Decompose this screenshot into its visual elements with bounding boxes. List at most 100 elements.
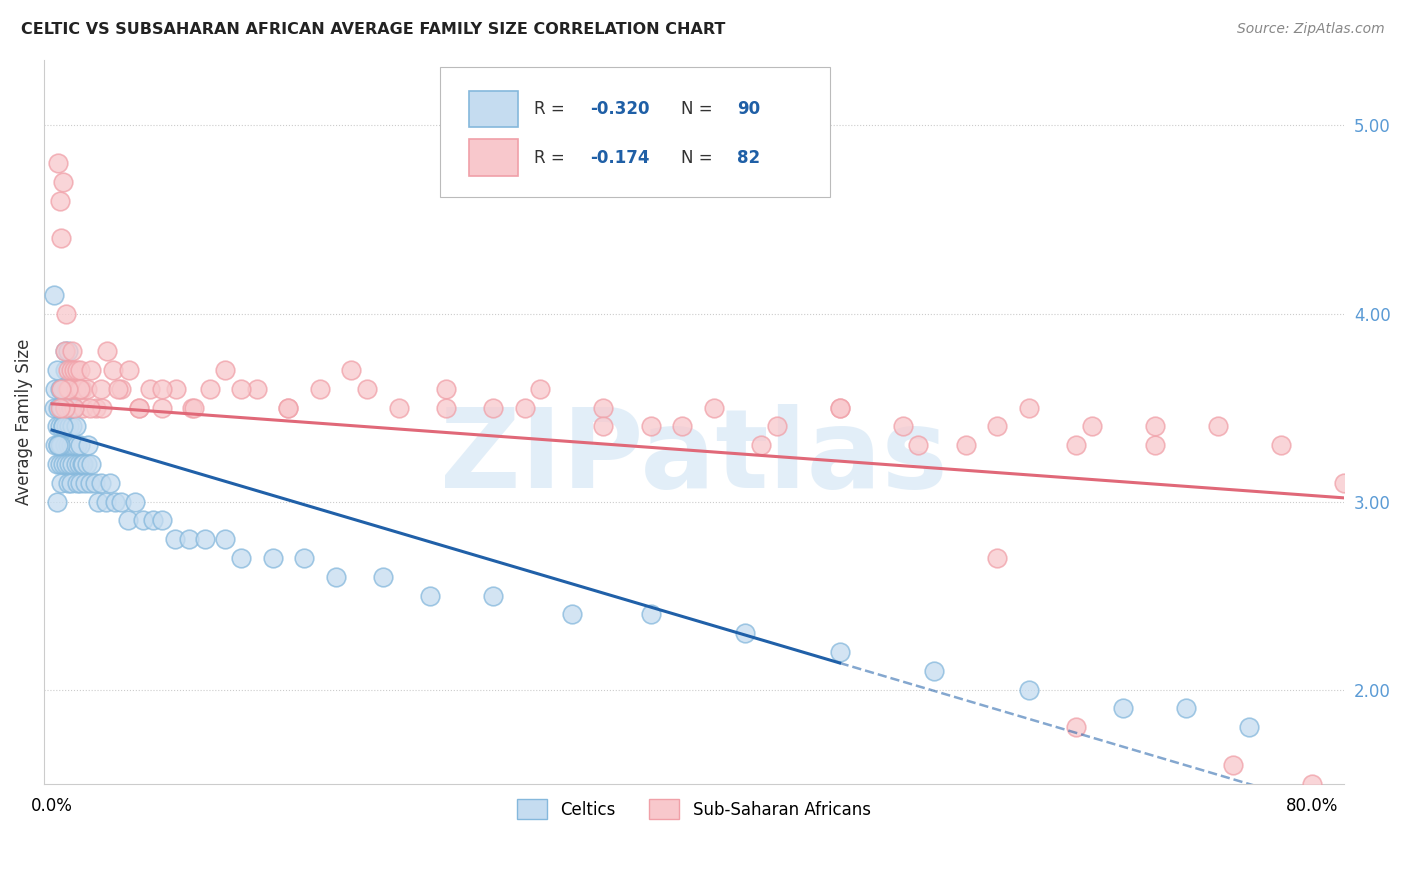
Point <box>107 382 129 396</box>
Point <box>62 457 84 471</box>
Point <box>44 382 66 396</box>
Point <box>1333 475 1355 490</box>
Point <box>52 419 75 434</box>
Point <box>65 457 87 471</box>
Point <box>117 513 139 527</box>
Point <box>55 382 77 396</box>
Point <box>69 382 91 396</box>
FancyBboxPatch shape <box>440 67 831 197</box>
Point <box>955 438 977 452</box>
Point <box>1301 777 1323 791</box>
Point <box>46 156 69 170</box>
Point <box>56 401 79 415</box>
Point <box>45 419 67 434</box>
Point <box>96 344 118 359</box>
Point <box>62 344 84 359</box>
Text: Source: ZipAtlas.com: Source: ZipAtlas.com <box>1237 22 1385 37</box>
Point <box>52 457 75 471</box>
Point <box>65 382 87 396</box>
Point <box>53 363 76 377</box>
Point <box>1064 438 1087 452</box>
Point <box>46 438 69 452</box>
Point <box>1018 401 1040 415</box>
Point <box>51 401 73 415</box>
Point <box>66 363 89 377</box>
Text: R =: R = <box>534 148 569 167</box>
Point <box>98 475 121 490</box>
Point <box>58 419 80 434</box>
Point <box>132 513 155 527</box>
Point <box>181 401 204 415</box>
Point <box>828 645 851 659</box>
Point <box>891 419 914 434</box>
Point <box>142 513 165 527</box>
Point <box>51 382 73 396</box>
Point <box>59 363 82 377</box>
Point <box>80 363 103 377</box>
Point <box>482 401 505 415</box>
Point <box>91 401 114 415</box>
Point <box>69 363 91 377</box>
Point <box>828 401 851 415</box>
Point <box>79 401 101 415</box>
Point <box>59 401 82 415</box>
Point <box>640 607 662 622</box>
Point <box>76 382 98 396</box>
Point <box>52 175 75 189</box>
Point <box>58 457 80 471</box>
Point <box>198 382 221 396</box>
Point <box>922 664 945 678</box>
Point <box>90 475 112 490</box>
Point <box>703 401 725 415</box>
Point <box>72 457 94 471</box>
Point <box>49 401 72 415</box>
Point <box>90 382 112 396</box>
Point <box>49 419 72 434</box>
Point <box>356 382 378 396</box>
Point <box>103 363 125 377</box>
Text: -0.174: -0.174 <box>591 148 650 167</box>
Point <box>59 401 82 415</box>
Point <box>150 401 173 415</box>
Point <box>52 382 75 396</box>
Point <box>58 382 80 396</box>
Point <box>53 401 76 415</box>
Point <box>80 457 103 471</box>
Point <box>63 363 86 377</box>
Point <box>86 494 108 508</box>
Point <box>640 419 662 434</box>
Point <box>66 438 89 452</box>
Point <box>1143 438 1166 452</box>
Point <box>229 382 252 396</box>
Point <box>325 570 347 584</box>
Point <box>65 419 87 434</box>
Point <box>67 382 90 396</box>
Text: -0.320: -0.320 <box>591 100 650 118</box>
Point <box>45 457 67 471</box>
Point <box>671 419 693 434</box>
Point <box>986 551 1008 566</box>
Point <box>83 475 105 490</box>
Point <box>118 363 141 377</box>
Point <box>128 401 150 415</box>
Point <box>1175 701 1198 715</box>
Point <box>1018 682 1040 697</box>
Point <box>53 344 76 359</box>
Point <box>75 475 97 490</box>
Text: 90: 90 <box>737 100 759 118</box>
Point <box>77 438 100 452</box>
Point <box>110 382 132 396</box>
Point <box>69 438 91 452</box>
Point <box>434 401 457 415</box>
Point <box>51 475 73 490</box>
Point <box>55 419 77 434</box>
Point <box>828 401 851 415</box>
Text: CELTIC VS SUBSAHARAN AFRICAN AVERAGE FAMILY SIZE CORRELATION CHART: CELTIC VS SUBSAHARAN AFRICAN AVERAGE FAM… <box>21 22 725 37</box>
Point <box>53 401 76 415</box>
Point <box>55 306 77 320</box>
Point <box>56 344 79 359</box>
Point <box>49 438 72 452</box>
Point <box>56 382 79 396</box>
Point <box>1080 419 1102 434</box>
Point <box>70 382 93 396</box>
